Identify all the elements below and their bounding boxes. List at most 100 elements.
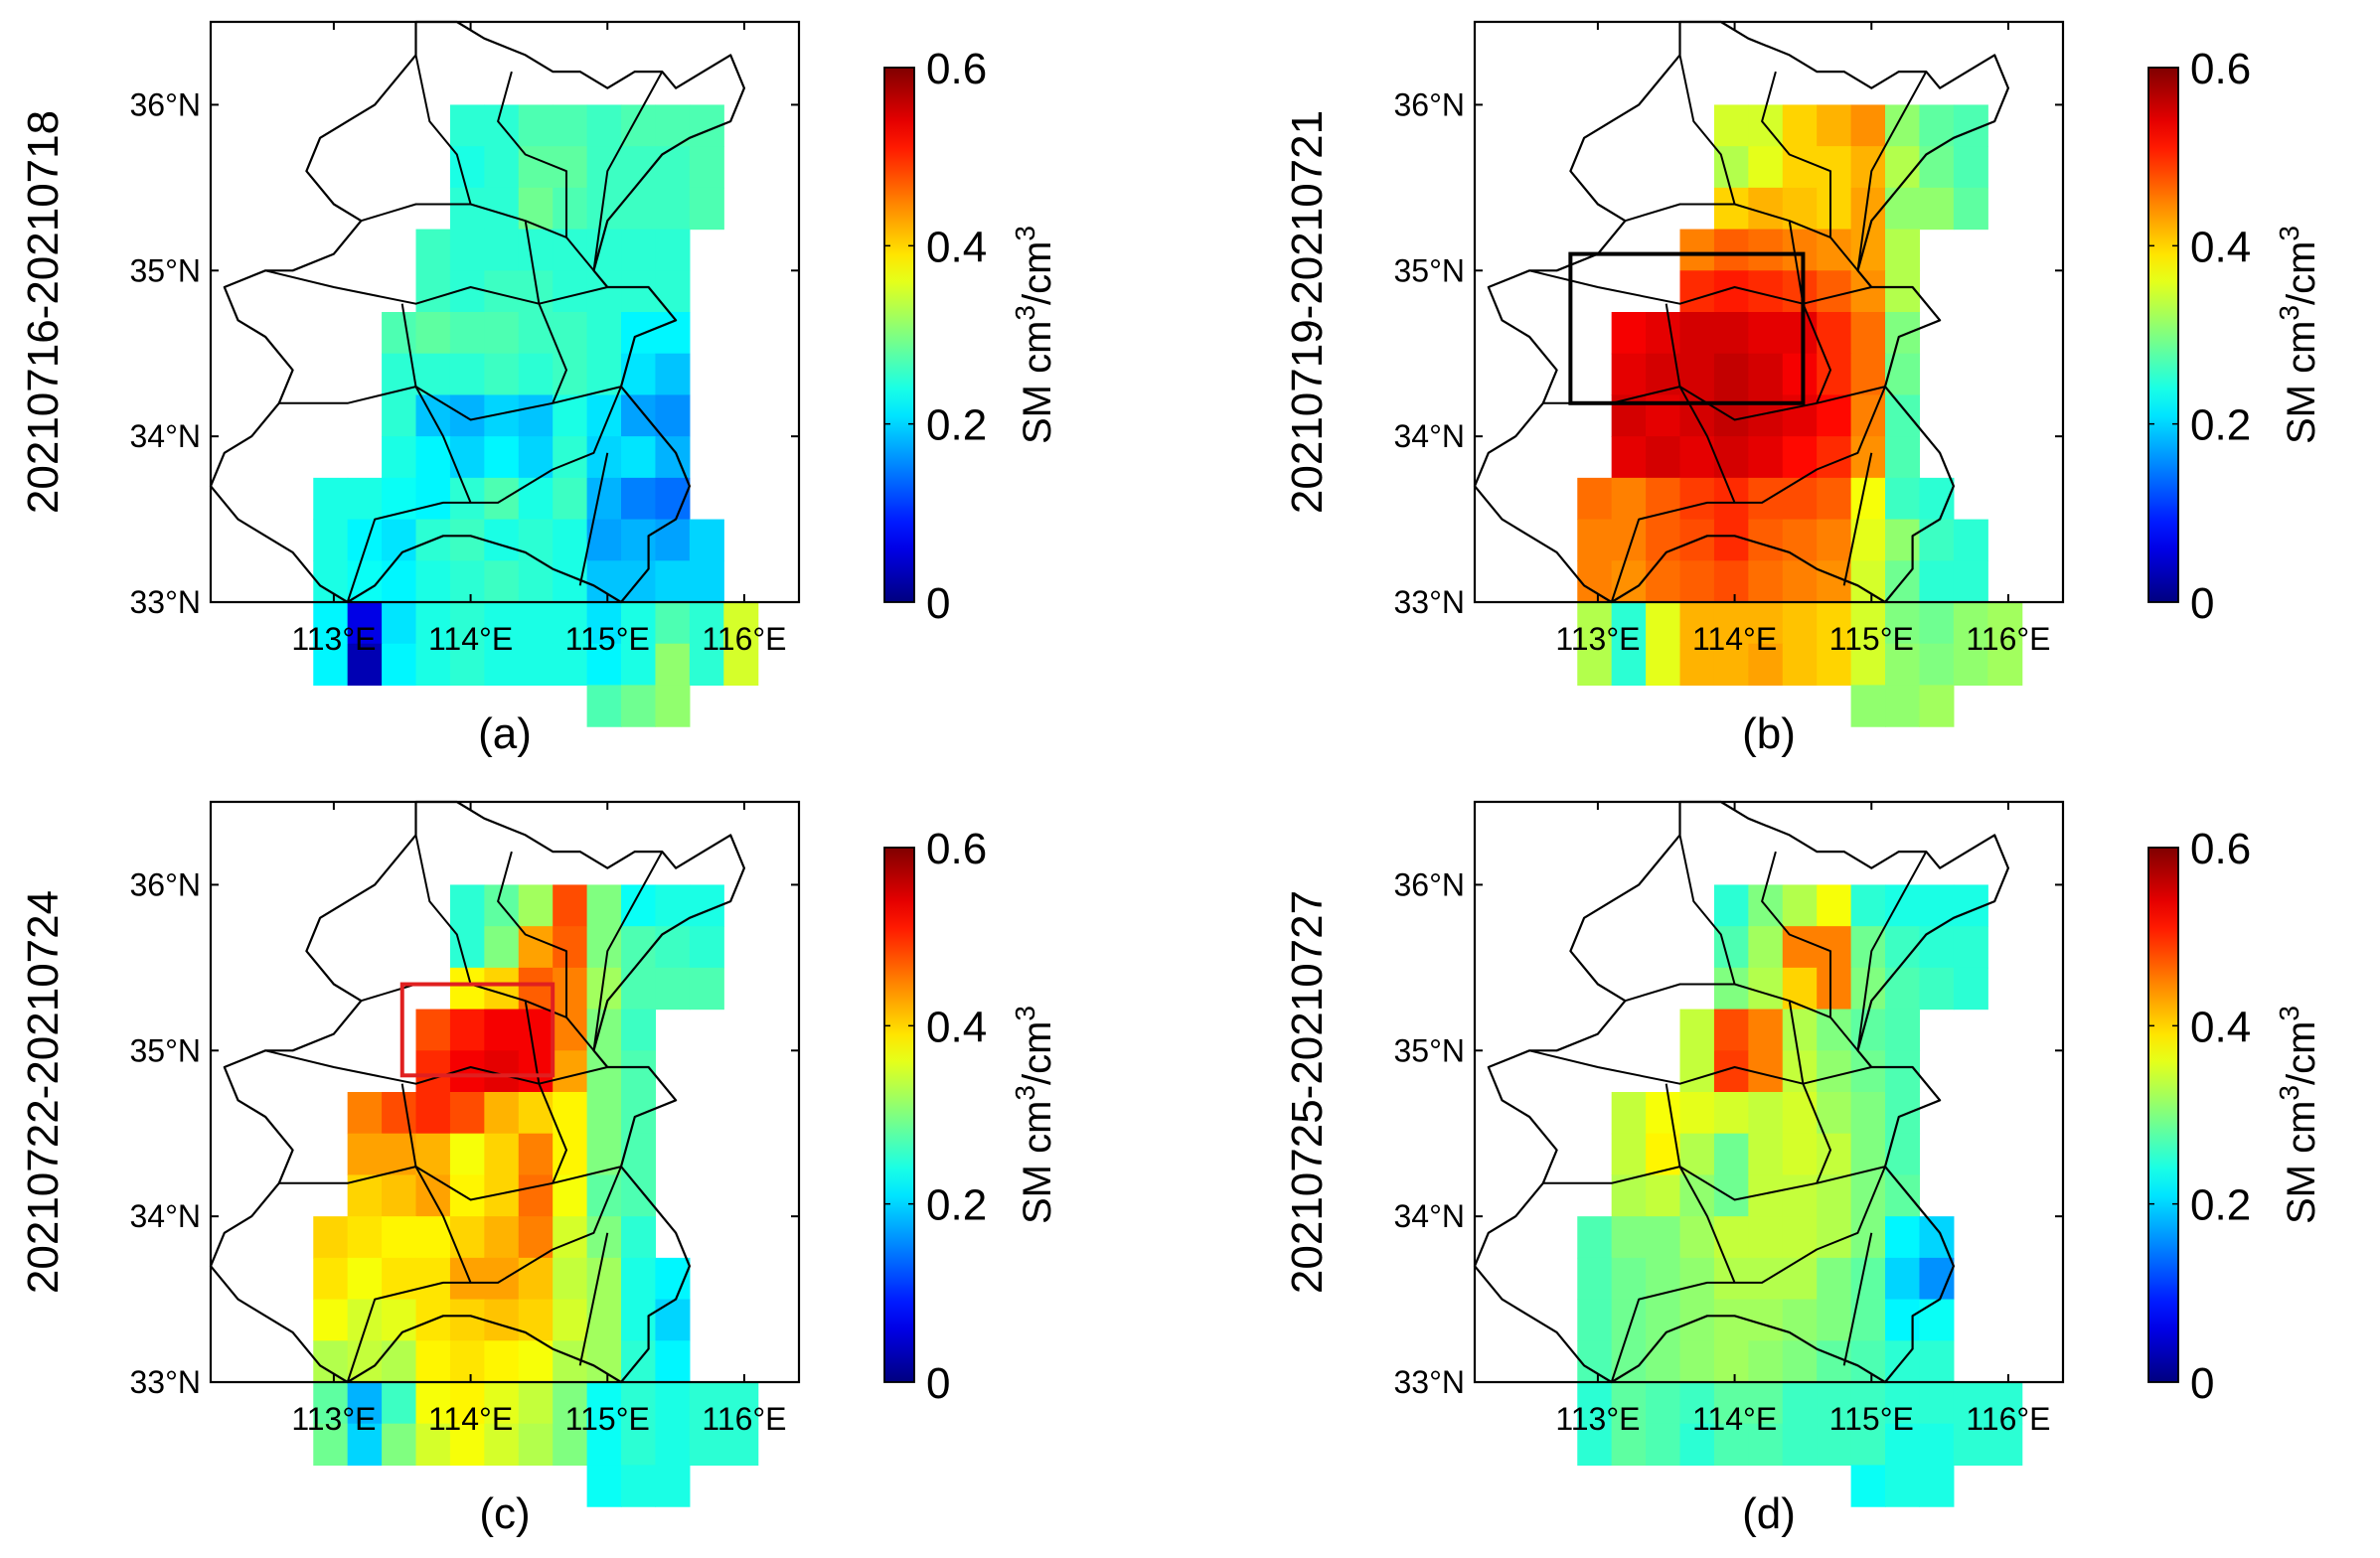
heatmap-cell xyxy=(382,560,417,603)
panel-a: 20210716-20210718 113°E 114°E 115°E 116°E 33… xyxy=(0,0,1190,778)
heatmap-cell xyxy=(1748,1092,1784,1135)
panel-b: 20210719-20210721 113°E 114°E 115°E 116°E 33… xyxy=(1264,0,2380,778)
prefecture-boundary xyxy=(578,1232,609,1366)
heatmap-cell xyxy=(1817,602,1852,645)
heatmap-cell xyxy=(1885,394,1921,437)
heatmap-cell xyxy=(1885,104,1921,147)
heatmap-cell xyxy=(518,1382,554,1425)
heatmap-cell xyxy=(1748,967,1784,1011)
x-tick-label: 114°E xyxy=(428,1401,513,1437)
prefecture-boundary xyxy=(1761,71,1831,237)
heatmap-cell xyxy=(1679,1009,1715,1051)
heatmap-cell xyxy=(1987,1423,2023,1467)
heatmap-cell xyxy=(415,1050,451,1093)
heatmap-cell xyxy=(484,477,520,521)
x-tick-label: 115°E xyxy=(1829,1401,1914,1437)
heatmap-cell xyxy=(1713,1382,1749,1425)
heatmap-cell xyxy=(1611,436,1647,479)
heatmap-cell xyxy=(1885,229,1921,271)
heatmap-cell xyxy=(1782,353,1818,396)
heatmap-cell xyxy=(1611,643,1647,687)
heatmap-cell xyxy=(1885,1216,1921,1259)
heatmap-cell xyxy=(415,1174,451,1217)
heatmap-cell xyxy=(1919,685,1955,727)
panel-label: (b) xyxy=(1742,709,1796,758)
heatmap-cell xyxy=(449,394,485,437)
heatmap-cell xyxy=(1885,643,1921,687)
heatmap-cell xyxy=(553,519,588,561)
heatmap-cell xyxy=(518,1216,554,1259)
heatmap-cell xyxy=(1713,1299,1749,1341)
heatmap-cell xyxy=(689,1423,724,1467)
heatmap-cell xyxy=(313,1299,349,1341)
colorbar-tick-label: 0 xyxy=(2190,1359,2214,1408)
y-tick-label: 36°N xyxy=(1394,86,1466,122)
heatmap-cell xyxy=(449,1340,485,1383)
heatmap-cell xyxy=(382,1299,417,1341)
heatmap-cell xyxy=(621,394,657,437)
heatmap-cell xyxy=(655,353,691,396)
heatmap-cell xyxy=(1885,884,1921,927)
prefecture-boundary xyxy=(1665,303,1736,504)
heatmap-cell xyxy=(1611,519,1647,561)
heatmap-cell xyxy=(1782,1299,1818,1341)
heatmap-cell xyxy=(484,1382,520,1425)
heatmap-cell xyxy=(1817,1382,1852,1425)
heatmap-cell xyxy=(1748,146,1784,189)
heatmap-cell xyxy=(655,643,691,687)
colorbar-tick-label: 0.2 xyxy=(926,401,987,450)
heatmap-cell xyxy=(1646,1174,1681,1217)
x-tick-label: 114°E xyxy=(428,621,513,657)
heatmap-cells xyxy=(1577,884,2023,1507)
x-tick-label: 116°E xyxy=(702,1401,786,1437)
heatmap-cell xyxy=(382,1216,417,1259)
heatmap-cell xyxy=(415,1009,451,1051)
heatmap-cell xyxy=(449,643,485,687)
heatmap-cell xyxy=(1748,519,1784,561)
heatmap-cell xyxy=(621,643,657,687)
heatmap-cell xyxy=(586,1423,622,1467)
heatmap-cell xyxy=(1885,436,1921,479)
prefecture-boundary xyxy=(1528,1049,1872,1085)
heatmap-cell xyxy=(415,1340,451,1383)
heatmap-cell xyxy=(1679,1257,1715,1301)
heatmap-cell xyxy=(1713,602,1749,645)
heatmap-cell xyxy=(1679,1050,1715,1093)
y-tick-label: 33°N xyxy=(130,584,202,620)
heatmap-cell xyxy=(586,104,622,147)
heatmap-cells xyxy=(313,104,759,727)
y-tick-label: 36°N xyxy=(130,866,202,902)
heatmap-cell xyxy=(1577,477,1613,521)
prefecture-boundary xyxy=(497,851,567,1017)
heatmap-cell xyxy=(1850,560,1886,603)
y-tick-label: 35°N xyxy=(130,1032,202,1068)
map-figure: 113°E 114°E 115°E 116°E 33°N 34°N 35°N 36°N 0 0.2… xyxy=(130,800,1059,1507)
heatmap-cell xyxy=(1748,1009,1784,1051)
heatmap-cell xyxy=(586,1382,622,1425)
heatmap-cell xyxy=(1817,187,1852,231)
heatmap-cell xyxy=(655,519,691,561)
heatmap-cell xyxy=(1679,560,1715,603)
x-tick-label: 113°E xyxy=(291,1401,376,1437)
heatmap-cell xyxy=(1611,1257,1647,1301)
heatmap-cell xyxy=(586,353,622,396)
heatmap-cell xyxy=(347,519,383,561)
heatmap-cell xyxy=(415,436,451,479)
y-tick-label: 35°N xyxy=(130,252,202,288)
heatmap-cell xyxy=(586,926,622,969)
heatmap-cell xyxy=(415,560,451,603)
colorbar-frame xyxy=(2147,847,2179,1383)
heatmap-cell xyxy=(347,1257,383,1301)
y-tick-label: 35°N xyxy=(1394,1032,1466,1068)
heatmap-cell xyxy=(415,394,451,437)
heatmap-cell xyxy=(553,1092,588,1135)
heatmap-cell xyxy=(1850,146,1886,189)
map-figure: 113°E 114°E 115°E 116°E 33°N 34°N 35°N 36°N 0 0.2… xyxy=(1394,800,2323,1507)
heatmap-cell xyxy=(1850,1465,1886,1507)
heatmap-cell xyxy=(586,1174,622,1217)
heatmap-cell xyxy=(655,312,691,355)
heatmap-cell xyxy=(1850,1174,1886,1217)
y-tick-label: 36°N xyxy=(130,86,202,122)
heatmap-cell xyxy=(1919,1465,1955,1507)
colorbar xyxy=(884,68,914,602)
